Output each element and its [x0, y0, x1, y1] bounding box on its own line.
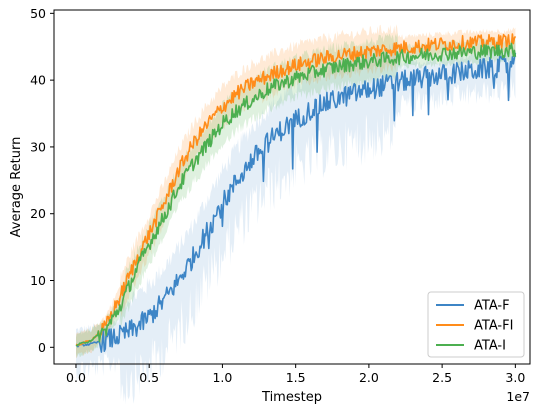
series-line-ATA-F [75, 52, 517, 353]
y-axis-label: Average Return [9, 137, 24, 238]
x-axis-label: Timestep [261, 390, 322, 405]
y-tick-label: 50 [30, 6, 46, 21]
x-tick-label: 2.0 [359, 370, 379, 385]
series-line-ATA-I [75, 42, 517, 347]
legend-label: ATA-I [474, 339, 506, 354]
legend-label: ATA-FI [474, 319, 513, 334]
y-tick-label: 20 [30, 206, 46, 221]
plot-area [75, 24, 517, 405]
legend-label: ATA-F [474, 299, 510, 314]
series-band-ATA-FI [76, 24, 516, 359]
legend: ATA-F ATA-FI ATA-I [427, 291, 525, 358]
legend-box [427, 291, 525, 358]
series-band-ATA-F [76, 41, 516, 405]
x-tick-label: 3.0 [505, 370, 525, 385]
x-tick-label: 2.5 [432, 370, 452, 385]
y-axis-ticks: 0 10 20 30 40 50 [30, 6, 54, 355]
x-tick-label: 1.5 [286, 370, 306, 385]
y-tick-label: 40 [30, 73, 46, 88]
plot-frame [53, 9, 531, 365]
x-axis-offset-label: 1e7 [506, 389, 530, 404]
y-tick-label: 0 [38, 340, 46, 355]
legend-items: ATA-F ATA-FI ATA-I [436, 299, 513, 354]
series-line-ATA-FI [75, 33, 517, 347]
x-tick-label: 0.5 [139, 370, 159, 385]
x-axis-ticks: 0.0 0.5 1.0 1.5 2.0 2.5 3.0 [66, 364, 525, 385]
y-tick-label: 30 [30, 139, 46, 154]
y-tick-label: 10 [30, 273, 46, 288]
x-tick-label: 0.0 [66, 370, 86, 385]
x-tick-label: 1.0 [212, 370, 232, 385]
